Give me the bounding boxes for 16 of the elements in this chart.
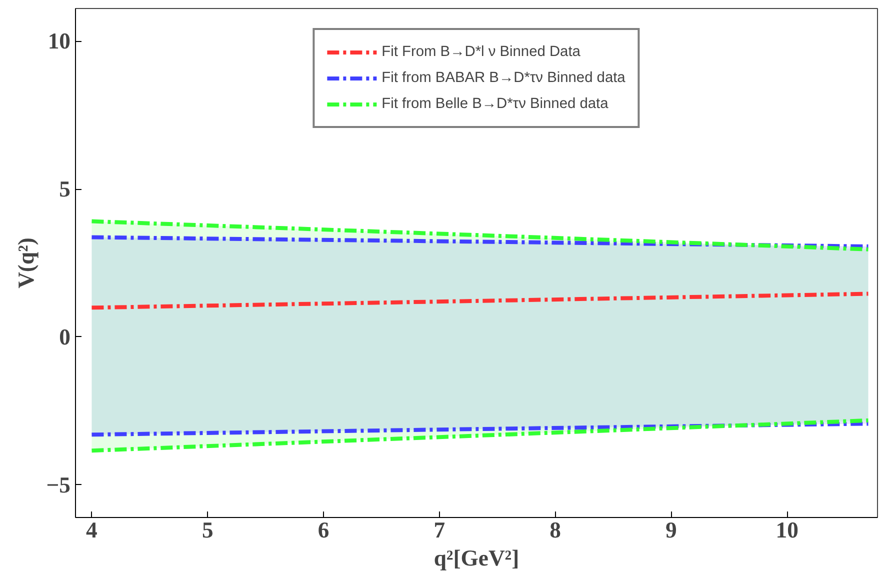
x-tick-label: 5 xyxy=(202,518,214,542)
legend-label: Fit from BABAR B→D*τν Binned data xyxy=(382,70,626,86)
x-axis-title: q²[GeV²] xyxy=(434,546,520,570)
y-tick-label: 0 xyxy=(59,324,70,350)
legend-label: Fit From B→D*l ν Binned Data xyxy=(382,44,580,60)
x-tick-label: 6 xyxy=(318,518,330,542)
y-tick-label: 10 xyxy=(48,28,70,54)
x-tick-label: 10 xyxy=(776,518,798,542)
x-tick-label: 4 xyxy=(86,518,98,542)
y-tick-label: −5 xyxy=(46,472,71,498)
y-tick-label: 5 xyxy=(59,176,70,202)
y-axis-title: V(q²) xyxy=(13,238,38,288)
x-tick-label: 7 xyxy=(434,518,446,542)
x-tick-label: 8 xyxy=(550,518,561,542)
x-tick-label: 9 xyxy=(666,518,677,542)
legend-label: Fit from Belle B→D*τν Binned data xyxy=(382,96,608,112)
